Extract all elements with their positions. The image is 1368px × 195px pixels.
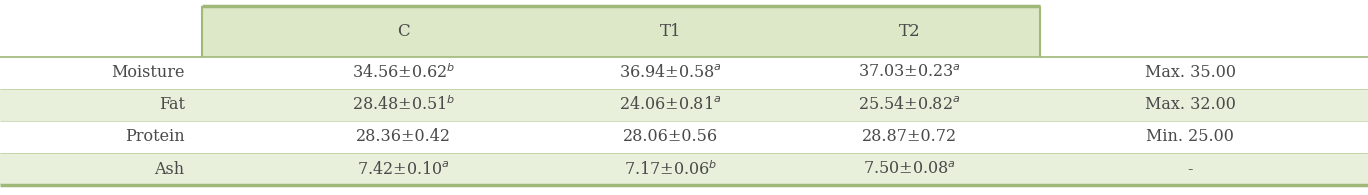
Text: 7.50±0.08$^a$: 7.50±0.08$^a$	[863, 161, 956, 178]
Text: Ash: Ash	[155, 161, 185, 178]
Text: 37.03±0.23$^a$: 37.03±0.23$^a$	[858, 64, 962, 81]
Bar	[0, 153, 1368, 185]
Text: 28.48±0.51$^b$: 28.48±0.51$^b$	[352, 96, 456, 114]
Text: Moisture: Moisture	[111, 64, 185, 81]
Text: 28.87±0.72: 28.87±0.72	[862, 129, 958, 145]
Text: Fat: Fat	[159, 96, 185, 113]
Text: T2: T2	[899, 23, 921, 40]
Text: Min. 25.00: Min. 25.00	[1146, 129, 1234, 145]
Text: -: -	[1187, 161, 1193, 178]
Text: 7.42±0.10$^a$: 7.42±0.10$^a$	[357, 161, 450, 178]
Text: 28.06±0.56: 28.06±0.56	[622, 129, 718, 145]
Bar	[202, 6, 1040, 57]
Text: 28.36±0.42: 28.36±0.42	[356, 129, 451, 145]
Text: 25.54±0.82$^a$: 25.54±0.82$^a$	[859, 96, 960, 113]
Text: Max. 32.00: Max. 32.00	[1145, 96, 1235, 113]
Text: T1: T1	[659, 23, 681, 40]
Text: 24.06±0.81$^a$: 24.06±0.81$^a$	[620, 96, 721, 113]
Text: 34.56±0.62$^b$: 34.56±0.62$^b$	[352, 63, 456, 82]
Text: Protein: Protein	[124, 129, 185, 145]
Bar	[0, 89, 1368, 121]
Bar	[0, 57, 1368, 89]
Text: C: C	[397, 23, 410, 40]
Text: Max. 35.00: Max. 35.00	[1145, 64, 1235, 81]
Text: 36.94±0.58$^a$: 36.94±0.58$^a$	[618, 64, 722, 81]
Bar	[0, 121, 1368, 153]
Text: 7.17±0.06$^b$: 7.17±0.06$^b$	[624, 160, 717, 178]
